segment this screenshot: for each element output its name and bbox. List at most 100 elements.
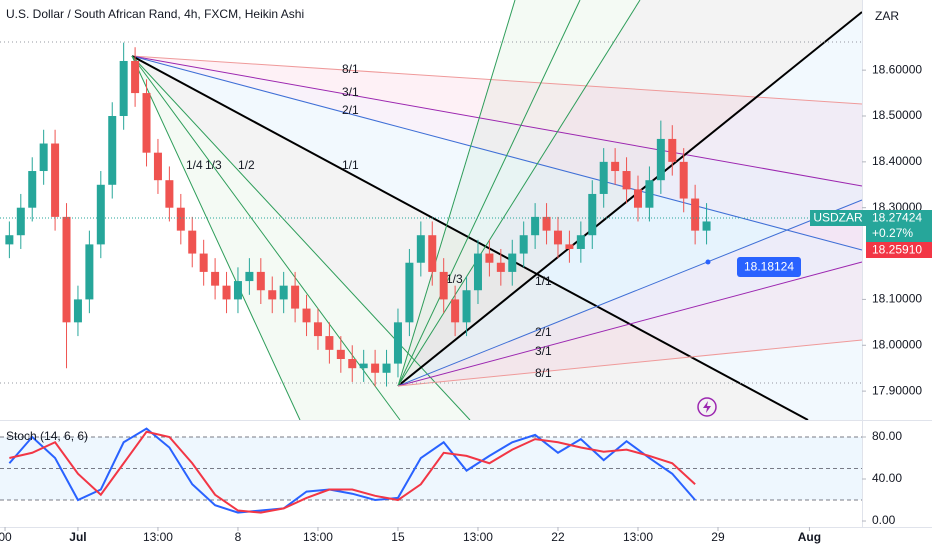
- fan-line: [397, 0, 581, 387]
- y-tick-label: 40.00: [872, 471, 902, 485]
- y-tick-label: 18.40000: [872, 154, 922, 168]
- stoch-title: Stoch (14, 6, 6): [6, 429, 88, 443]
- fan-label: 1/1: [535, 274, 552, 288]
- candle-body: [531, 216, 540, 236]
- x-tick-label: 13:00: [143, 530, 173, 544]
- candle-body: [633, 189, 642, 208]
- candle-body: [371, 363, 380, 373]
- candle-body: [496, 262, 505, 272]
- fan-label: 8/1: [342, 62, 359, 76]
- fan-label: 1/3: [205, 158, 222, 172]
- candle-body: [405, 262, 414, 323]
- fan-line: [397, 199, 863, 387]
- flash-icon-glyph: [703, 401, 711, 413]
- x-tick-label: Jul: [69, 530, 86, 544]
- candle-body: [679, 161, 688, 199]
- candle-body: [611, 161, 620, 172]
- candle-body: [576, 235, 585, 249]
- gann-fans: [0, 0, 863, 421]
- candle-body: [359, 363, 368, 369]
- candle-body: [39, 143, 48, 172]
- candle-body: [176, 207, 185, 231]
- candle-body: [16, 207, 25, 236]
- bid-box: [866, 242, 932, 258]
- x-tick-label: Aug: [798, 530, 821, 544]
- candle-body: [565, 244, 574, 249]
- candle-body: [325, 336, 334, 350]
- candle-body: [416, 235, 425, 263]
- fan-line: [397, 261, 863, 387]
- x-tick-label: 8: [235, 530, 242, 544]
- fan-line: [131, 55, 809, 421]
- candle-body: [211, 271, 220, 286]
- candle-body: [519, 235, 528, 254]
- candle-body: [188, 230, 197, 254]
- y-tick-label: 17.90000: [872, 383, 922, 397]
- candle-body: [451, 299, 460, 323]
- flash-icon[interactable]: [697, 397, 717, 417]
- candle-body: [313, 322, 322, 337]
- candle-body: [382, 363, 391, 373]
- candle-body: [462, 290, 471, 323]
- candle-body: [222, 285, 231, 300]
- candle-body: [96, 184, 105, 245]
- candle-body: [165, 180, 174, 208]
- fan-label: 1/2: [238, 158, 255, 172]
- fan-label: 1/4: [186, 158, 203, 172]
- candle-body: [336, 349, 345, 360]
- candle-body: [656, 138, 665, 181]
- fan-label: 2/1: [535, 325, 552, 339]
- fan-labels: 8/1 3/1 2/1 1/1 1/2 1/3 1/4 1/1 2/1 3/1 …: [186, 62, 552, 380]
- measure-box: [737, 257, 801, 277]
- candle-body: [131, 60, 140, 94]
- y-tick-label: 0.00: [872, 513, 896, 527]
- candle-body: [302, 308, 311, 323]
- fan-label: 1/1: [342, 158, 359, 172]
- candle-body: [73, 299, 82, 323]
- fan-line: [397, 339, 863, 387]
- y-tick-label: 18.50000: [872, 108, 922, 122]
- candles: [5, 42, 711, 387]
- candle-body: [5, 235, 14, 245]
- candle-body: [668, 138, 677, 162]
- fan-line: [397, 11, 863, 387]
- candle-body: [51, 143, 60, 217]
- fan-label: 1/3: [446, 272, 463, 286]
- fan-line: [131, 55, 863, 187]
- y-tick-label: 18.60000: [872, 62, 922, 76]
- candle-body: [291, 285, 300, 309]
- x-tick-label: 15: [391, 530, 405, 544]
- fan-label: 3/1: [535, 344, 552, 358]
- candle-body: [702, 221, 711, 231]
- candle-body: [119, 60, 128, 117]
- fan-line: [131, 55, 863, 251]
- y-tick-label: 80.00: [872, 429, 902, 443]
- axes: 17.9000018.0000018.1000018.3000018.40000…: [0, 62, 922, 544]
- x-tick-label: 29: [711, 530, 725, 544]
- candle-body: [508, 253, 517, 272]
- candle-body: [28, 171, 37, 208]
- bid-price: 18.25910: [872, 243, 922, 257]
- candle-body: [62, 216, 71, 323]
- candle-body: [233, 281, 242, 300]
- y-tick-label: 18.10000: [872, 292, 922, 306]
- x-tick-label: 22: [551, 530, 565, 544]
- last-price: 18.27424: [872, 211, 922, 225]
- stoch-line: [8, 427, 696, 514]
- fan-line: [131, 55, 301, 421]
- fan-line: [131, 55, 471, 421]
- candle-body: [348, 359, 357, 369]
- candle-body: [268, 290, 277, 300]
- x-tick-label: 13:00: [303, 530, 333, 544]
- candle-body: [153, 152, 162, 181]
- stoch-line: [9, 430, 696, 514]
- fan-line: [397, 0, 516, 387]
- chart-title: U.S. Dollar / South African Rand, 4h, FX…: [6, 7, 304, 21]
- candle-body: [542, 216, 551, 231]
- stoch-pane: [0, 420, 862, 527]
- candle-body: [588, 193, 597, 236]
- fan-label: 3/1: [342, 85, 359, 99]
- candle-body: [428, 235, 437, 272]
- stochastic: [0, 427, 862, 514]
- candle-body: [245, 271, 254, 282]
